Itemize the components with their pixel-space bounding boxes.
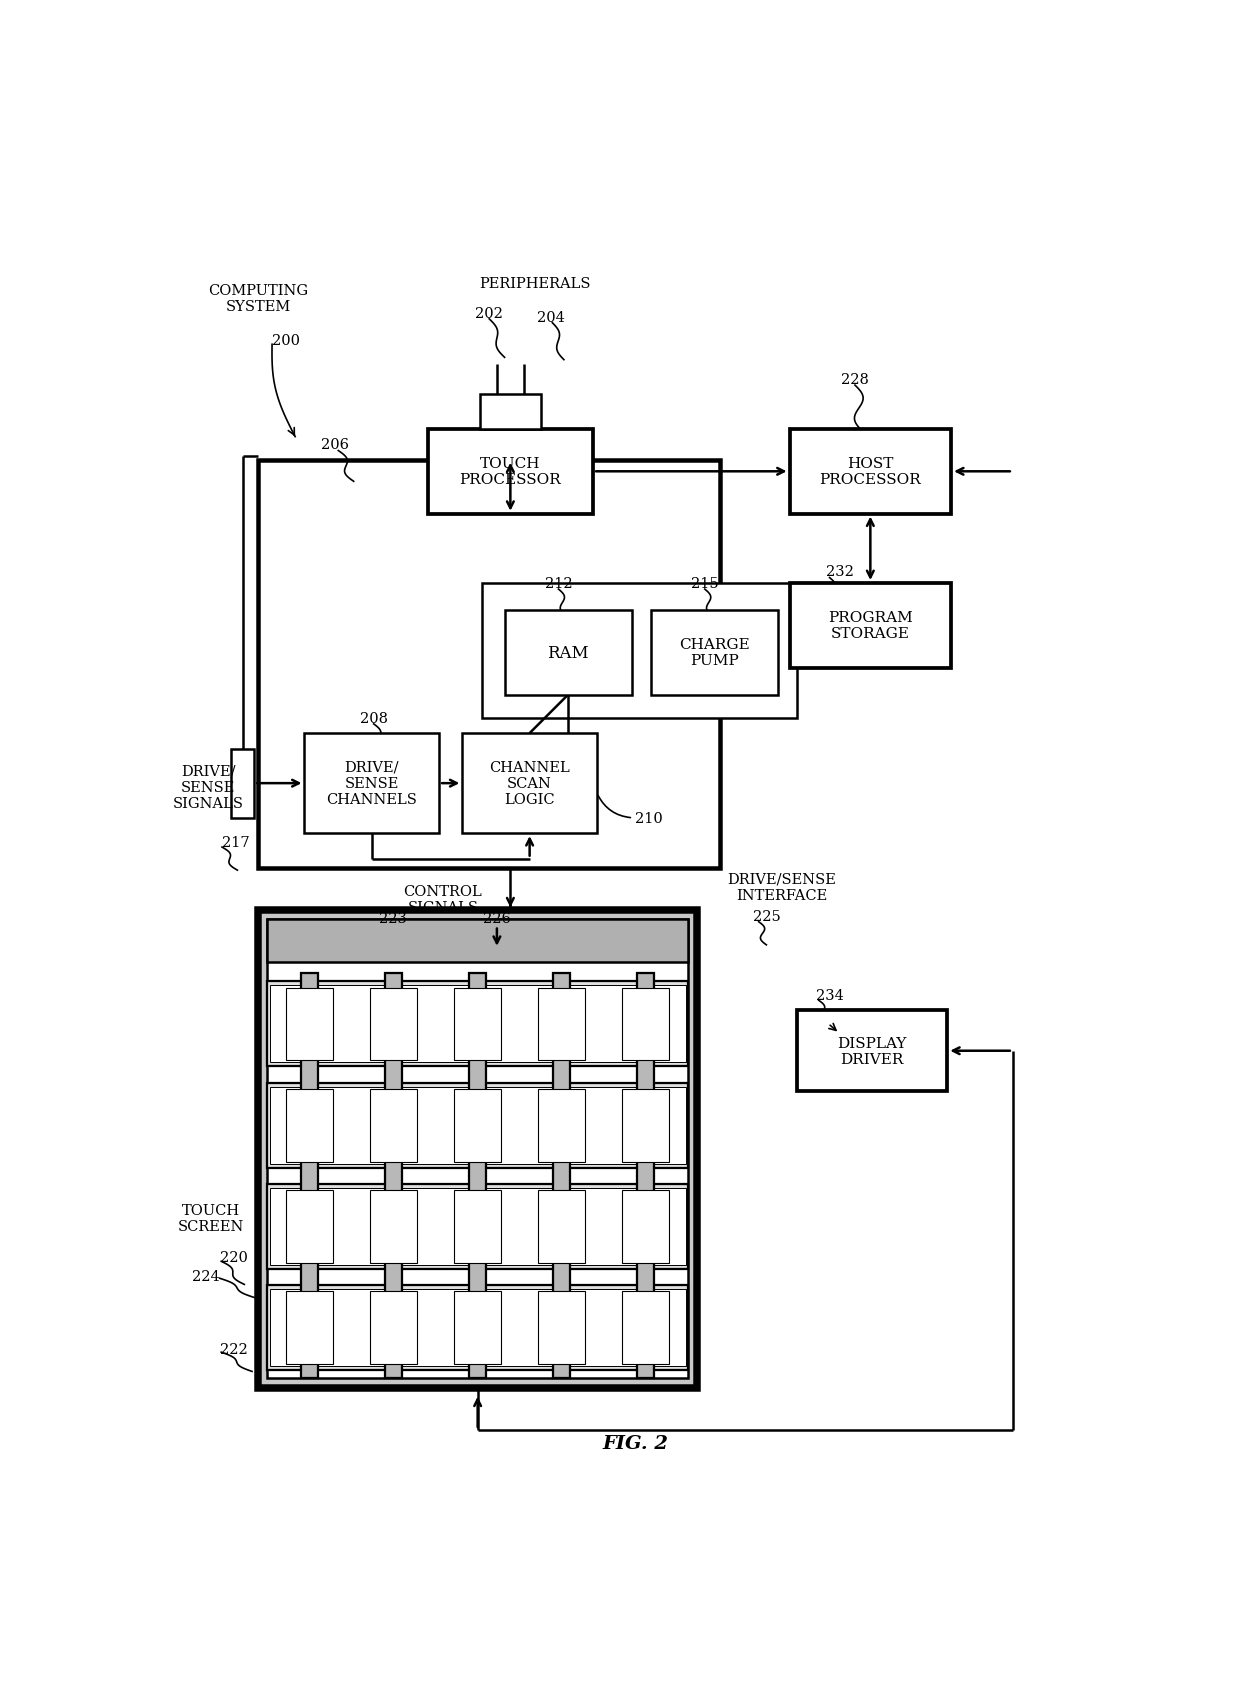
Text: COMPUTING
SYSTEM: COMPUTING SYSTEM [208, 284, 309, 314]
Text: DRIVE/SENSE
INTERFACE: DRIVE/SENSE INTERFACE [728, 873, 836, 902]
Text: 202: 202 [475, 307, 503, 321]
Bar [268, 981, 688, 1067]
Text: 234: 234 [816, 988, 844, 1002]
Bar [370, 1089, 417, 1162]
Text: 206: 206 [321, 437, 350, 453]
Bar [469, 975, 486, 1378]
Bar [553, 975, 570, 1378]
Bar [258, 461, 720, 868]
Bar [270, 1189, 686, 1265]
Bar [538, 988, 585, 1061]
Bar [386, 975, 402, 1378]
Text: 225: 225 [753, 910, 780, 924]
Bar [304, 733, 439, 834]
Bar [268, 921, 688, 963]
Text: 200: 200 [272, 334, 300, 348]
Bar [481, 584, 797, 718]
Text: DRIVE/
SENSE
SIGNALS: DRIVE/ SENSE SIGNALS [172, 765, 243, 811]
Bar [270, 1289, 686, 1366]
Text: 217: 217 [222, 836, 249, 850]
Bar [286, 988, 334, 1061]
Bar [622, 1089, 670, 1162]
Text: 223: 223 [379, 912, 407, 926]
Bar [370, 1292, 417, 1365]
Bar [258, 910, 697, 1388]
Text: 208: 208 [360, 711, 388, 725]
Bar [505, 610, 631, 696]
Bar [622, 988, 670, 1061]
Bar [270, 986, 686, 1062]
Text: 228: 228 [841, 373, 869, 387]
Text: CONTROL
SIGNALS: CONTROL SIGNALS [404, 883, 482, 914]
Bar [454, 1089, 501, 1162]
Text: 212: 212 [544, 576, 573, 591]
Text: CHARGE
PUMP: CHARGE PUMP [680, 638, 750, 667]
Bar [480, 395, 541, 429]
Bar [454, 1292, 501, 1365]
Text: HOST
PROCESSOR: HOST PROCESSOR [820, 458, 921, 486]
Bar [270, 1088, 686, 1164]
Bar [370, 1191, 417, 1263]
Text: 224: 224 [192, 1268, 219, 1284]
Text: CHANNEL
SCAN
LOGIC: CHANNEL SCAN LOGIC [490, 760, 570, 807]
Bar [286, 1292, 334, 1365]
Bar [797, 1010, 947, 1091]
Bar [538, 1191, 585, 1263]
Text: TOUCH
SCREEN: TOUCH SCREEN [177, 1203, 243, 1233]
Text: 204: 204 [537, 311, 564, 324]
Text: DRIVE/
SENSE
CHANNELS: DRIVE/ SENSE CHANNELS [326, 760, 417, 807]
Bar [651, 610, 777, 696]
Bar [790, 584, 951, 669]
Text: FIG. 2: FIG. 2 [603, 1434, 668, 1453]
Bar [538, 1089, 585, 1162]
Bar [301, 975, 317, 1378]
Text: DISPLAY
DRIVER: DISPLAY DRIVER [837, 1035, 906, 1066]
Text: 232: 232 [826, 566, 854, 579]
Bar [268, 921, 688, 1378]
Text: 226: 226 [482, 912, 511, 926]
Bar [790, 429, 951, 515]
Bar [370, 988, 417, 1061]
Bar [268, 1184, 688, 1268]
Text: RAM: RAM [547, 645, 589, 662]
Bar [286, 1191, 334, 1263]
Bar [463, 733, 596, 834]
Bar [538, 1292, 585, 1365]
Bar [268, 1285, 688, 1370]
Bar [637, 975, 655, 1378]
Text: PERIPHERALS: PERIPHERALS [480, 277, 591, 291]
Bar [454, 1191, 501, 1263]
Text: TOUCH
PROCESSOR: TOUCH PROCESSOR [460, 458, 562, 486]
Text: PROGRAM
STORAGE: PROGRAM STORAGE [828, 611, 913, 642]
Bar [622, 1292, 670, 1365]
Text: 210: 210 [635, 811, 663, 826]
Bar [454, 988, 501, 1061]
Text: 215: 215 [691, 576, 719, 591]
Bar [428, 429, 593, 515]
Bar [231, 748, 254, 817]
Text: 220: 220 [219, 1250, 248, 1263]
Bar [286, 1089, 334, 1162]
Bar [268, 1083, 688, 1169]
Bar [622, 1191, 670, 1263]
Text: 222: 222 [219, 1343, 248, 1356]
